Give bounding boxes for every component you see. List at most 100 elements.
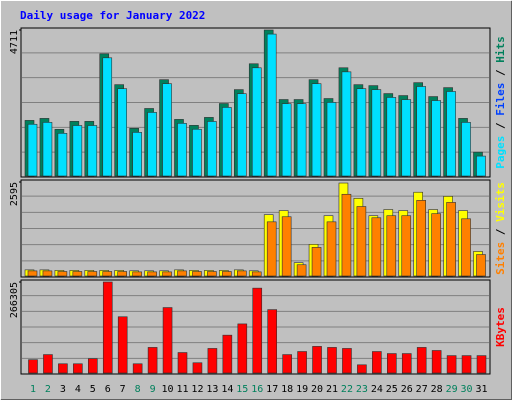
bar xyxy=(42,122,53,177)
bar xyxy=(207,348,218,374)
bar xyxy=(162,307,173,374)
bar xyxy=(327,347,337,374)
bar xyxy=(371,217,382,277)
bar xyxy=(27,270,38,277)
legend-entry: / xyxy=(494,122,507,129)
bar xyxy=(102,281,113,374)
x-tick-label: 7 xyxy=(120,384,126,395)
bar xyxy=(117,316,128,374)
legend-entry: / xyxy=(494,69,507,76)
bar xyxy=(117,271,127,277)
bar xyxy=(117,88,127,177)
x-tick-label: 2 xyxy=(45,384,51,395)
bar xyxy=(251,271,262,277)
bar xyxy=(296,264,307,277)
y-tick-label: 2595 xyxy=(9,182,20,206)
bar xyxy=(386,97,397,177)
x-tick-label: 23 xyxy=(356,384,368,395)
bar xyxy=(326,221,337,277)
bar xyxy=(42,270,53,277)
bar xyxy=(311,83,322,177)
bar xyxy=(476,155,486,177)
x-tick-label: 31 xyxy=(475,384,487,395)
bar xyxy=(132,132,142,177)
bar xyxy=(222,271,232,277)
bar xyxy=(237,270,247,277)
x-tick-label: 22 xyxy=(341,384,353,395)
bar xyxy=(28,359,38,374)
bar xyxy=(372,351,382,374)
bar xyxy=(476,254,486,277)
legend-entry: Files xyxy=(494,83,507,116)
bar xyxy=(461,218,471,277)
chart-title: Daily usage for January 2022 xyxy=(20,9,205,22)
bar xyxy=(237,93,247,177)
legend: KBytes xyxy=(494,307,507,347)
bar xyxy=(147,271,157,277)
bar xyxy=(357,364,367,374)
bar xyxy=(312,346,322,374)
bar xyxy=(177,123,187,177)
bar xyxy=(281,216,292,277)
x-tick-label: 13 xyxy=(206,384,218,395)
bar xyxy=(43,354,53,374)
bar xyxy=(401,99,412,177)
legend-entry: Sites xyxy=(494,242,507,275)
x-tick-label: 10 xyxy=(162,384,174,395)
bar xyxy=(87,125,98,177)
x-tick-label: 12 xyxy=(191,384,203,395)
bar xyxy=(401,215,412,277)
bar xyxy=(416,86,427,177)
bar xyxy=(266,221,277,277)
bar xyxy=(356,206,367,277)
bar xyxy=(297,351,307,374)
bar xyxy=(326,102,337,177)
bar xyxy=(386,215,397,277)
bar xyxy=(267,309,278,374)
bar xyxy=(476,355,487,374)
legend: Pages / Files / Hits xyxy=(494,36,507,169)
bar xyxy=(102,57,113,177)
bar xyxy=(251,67,262,177)
bar xyxy=(431,350,442,374)
x-tick-label: 8 xyxy=(135,384,141,395)
x-tick-label: 3 xyxy=(60,384,66,395)
legend-entry: Pages xyxy=(494,136,507,169)
bar xyxy=(72,125,83,177)
x-tick-label: 24 xyxy=(371,384,383,395)
bar xyxy=(461,122,471,177)
x-tick-label: 14 xyxy=(221,384,233,395)
x-tick-label: 27 xyxy=(416,384,428,395)
x-tick-label: 4 xyxy=(75,384,81,395)
bar xyxy=(446,202,456,277)
bar xyxy=(192,128,202,177)
legend: Sites / Visits xyxy=(494,182,507,275)
bar xyxy=(147,112,157,177)
bar xyxy=(147,347,158,374)
bar xyxy=(341,71,352,177)
bar xyxy=(222,334,233,374)
bar xyxy=(371,89,382,177)
bar xyxy=(431,100,441,177)
bar xyxy=(446,91,456,177)
bar xyxy=(296,103,307,177)
bar xyxy=(162,83,172,177)
bar xyxy=(132,271,142,277)
bar xyxy=(192,271,202,277)
bar xyxy=(401,353,412,374)
x-tick-label: 5 xyxy=(90,384,96,395)
bar xyxy=(207,121,217,177)
y-tick-label: 266305 xyxy=(9,282,20,318)
x-tick-label: 15 xyxy=(236,384,248,395)
x-tick-label: 19 xyxy=(296,384,308,395)
bar xyxy=(282,354,292,374)
x-tick-label: 9 xyxy=(150,384,156,395)
bar xyxy=(192,362,203,374)
bar xyxy=(177,270,187,277)
bar xyxy=(281,103,292,177)
bar xyxy=(222,107,232,177)
x-tick-label: 11 xyxy=(176,384,188,395)
bar xyxy=(386,353,397,374)
x-tick-label: 28 xyxy=(431,384,443,395)
x-tick-label: 1 xyxy=(30,384,36,395)
